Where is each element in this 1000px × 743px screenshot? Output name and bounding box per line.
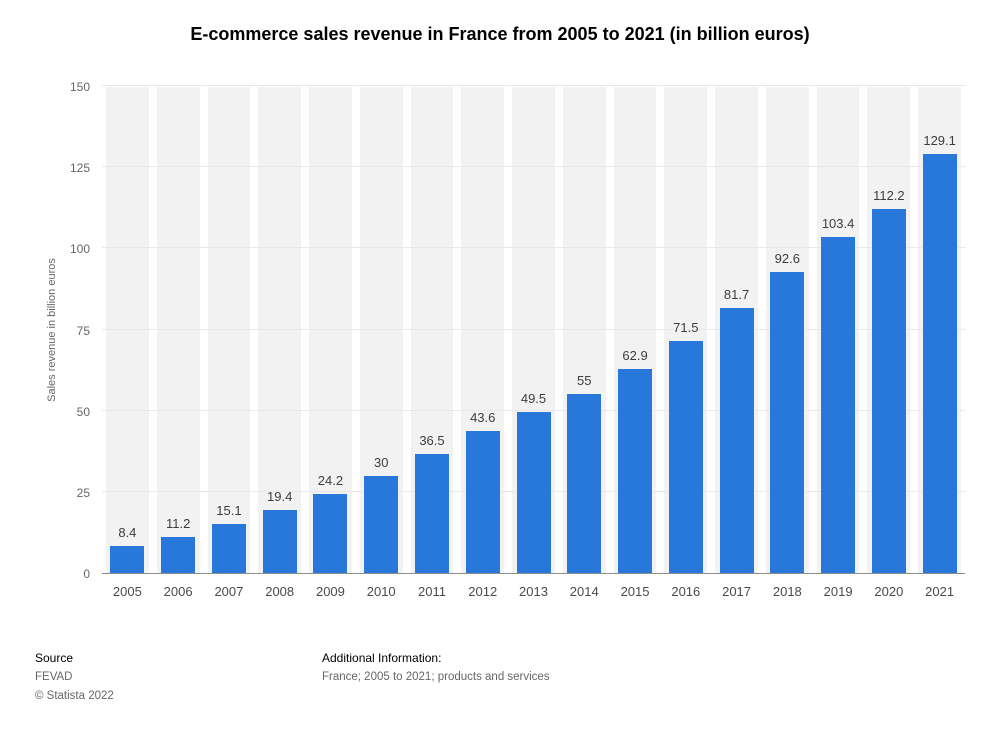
bar-column-2007: 15.1 2007	[204, 87, 255, 599]
bar-2020[interactable]	[871, 209, 906, 573]
x-tick-label-2016: 2016	[671, 584, 701, 599]
column-band	[309, 87, 352, 573]
bar-2011[interactable]	[414, 454, 449, 573]
source-value: FEVAD	[35, 671, 73, 683]
column-band	[258, 87, 302, 573]
bar-2007[interactable]	[211, 524, 246, 573]
bar-2016[interactable]	[668, 341, 703, 573]
chart-title: E-commerce sales revenue in France from …	[190, 24, 810, 44]
column-band	[207, 87, 251, 573]
x-tick-label-2011: 2011	[417, 584, 446, 599]
value-label-2018: 92.6	[774, 251, 800, 266]
value-label-2013: 49.5	[520, 391, 547, 406]
bar-2018[interactable]	[770, 272, 805, 573]
bar-column-2019: 103.4 2019	[813, 87, 864, 599]
y-tick-label: 0	[83, 567, 90, 581]
bar-columns: 8.4 2005 11.2 2006 15.1 2007 19.4 2008 24.2 2009 3…	[102, 87, 965, 599]
bar-column-2008: 19.4 2008	[254, 87, 305, 599]
bar-2012[interactable]	[465, 431, 500, 573]
value-label-2020: 112.2	[873, 188, 905, 203]
gridline	[102, 409, 965, 411]
y-tick-label: 75	[76, 323, 90, 338]
bar-column-2012: 43.6 2012	[457, 87, 508, 599]
bar-column-2020: 112.2 2020	[863, 87, 914, 599]
bar-column-2014: 55 2014	[559, 87, 610, 599]
x-tick-label-2014: 2014	[569, 584, 599, 599]
additional-information-value: France; 2005 to 2021; products and servi…	[322, 671, 550, 683]
bar-2008[interactable]	[262, 510, 297, 573]
source-label: Source	[35, 651, 74, 665]
bar-column-2015: 62.9 2015	[610, 87, 661, 599]
bar-column-2017: 81.7 2017	[711, 87, 762, 599]
gridline	[102, 85, 965, 86]
x-tick-label-2005: 2005	[112, 584, 142, 599]
column-band	[156, 87, 200, 573]
x-tick-label-2008: 2008	[265, 584, 295, 599]
x-tick-label-2018: 2018	[772, 584, 802, 599]
plot-area: 8.4 2005 11.2 2006 15.1 2007 19.4 2008 24.2 2009 3…	[102, 85, 965, 599]
value-label-2014: 55	[577, 373, 592, 388]
bar-2019[interactable]	[821, 237, 856, 573]
value-label-2011: 36.5	[419, 433, 445, 448]
bar-column-2010: 30 2010	[356, 87, 407, 599]
value-label-2016: 71.5	[673, 320, 699, 335]
y-tick-label: 125	[69, 161, 90, 176]
x-tick-label-2019: 2019	[823, 584, 853, 599]
x-tick-label-2021: 2021	[925, 584, 955, 599]
value-label-2007: 15.1	[216, 503, 242, 518]
value-label-2009: 24.2	[317, 473, 344, 488]
additional-information-label: Additional Information:	[322, 651, 442, 665]
value-label-2015: 62.9	[622, 348, 648, 363]
y-tick-label: 150	[69, 80, 90, 94]
y-tick-label: 100	[69, 242, 90, 257]
value-label-2005: 8.4	[118, 525, 137, 540]
statista-copyright: © Statista 2022	[35, 690, 114, 702]
x-tick-label-2006: 2006	[163, 584, 193, 599]
x-tick-label-2017: 2017	[722, 584, 752, 599]
bar-2005[interactable]	[110, 546, 145, 573]
bar-2017[interactable]	[719, 308, 754, 573]
value-label-2019: 103.4	[821, 216, 855, 231]
bar-column-2021: 129.1 2021	[914, 87, 965, 599]
gridline	[102, 328, 965, 330]
bar-column-2011: 36.5 2011	[407, 87, 458, 599]
y-tick-label: 25	[76, 485, 90, 500]
bar-2015[interactable]	[618, 369, 653, 573]
bar-column-2013: 49.5 2013	[508, 87, 559, 599]
y-axis-ticks: 0 25 50 75 100 125 150	[0, 80, 90, 581]
value-label-2008: 19.4	[267, 489, 293, 504]
x-tick-label-2010: 2010	[366, 584, 396, 599]
bar-column-2005: 8.4 2005	[102, 87, 153, 599]
x-tick-label-2020: 2020	[874, 584, 904, 599]
bar-2010[interactable]	[364, 476, 399, 573]
bar-2006[interactable]	[161, 537, 196, 573]
bar-2009[interactable]	[313, 494, 348, 573]
value-label-2017: 81.7	[723, 287, 750, 302]
bar-2021[interactable]	[922, 154, 957, 573]
column-band	[106, 87, 149, 573]
bar-2013[interactable]	[516, 412, 551, 573]
value-label-2006: 11.2	[165, 516, 191, 531]
gridline	[102, 247, 965, 249]
y-tick-label: 50	[76, 404, 90, 419]
x-tick-label-2013: 2013	[519, 584, 548, 599]
gridline	[102, 166, 965, 168]
value-label-2012: 43.6	[470, 410, 496, 425]
x-tick-label-2007: 2007	[214, 584, 244, 599]
bar-column-2018: 92.6 2018	[762, 87, 813, 599]
x-tick-label-2009: 2009	[315, 584, 345, 599]
bar-2014[interactable]	[567, 394, 602, 573]
value-label-2021: 129.1	[923, 133, 956, 148]
bar-column-2006: 11.2 2006	[153, 87, 204, 599]
x-tick-label-2015: 2015	[620, 584, 650, 599]
value-label-2010: 30	[373, 455, 389, 470]
bar-column-2009: 24.2 2009	[305, 87, 356, 599]
bar-column-2016: 71.5 2016	[660, 87, 711, 599]
x-tick-label-2012: 2012	[468, 584, 498, 599]
